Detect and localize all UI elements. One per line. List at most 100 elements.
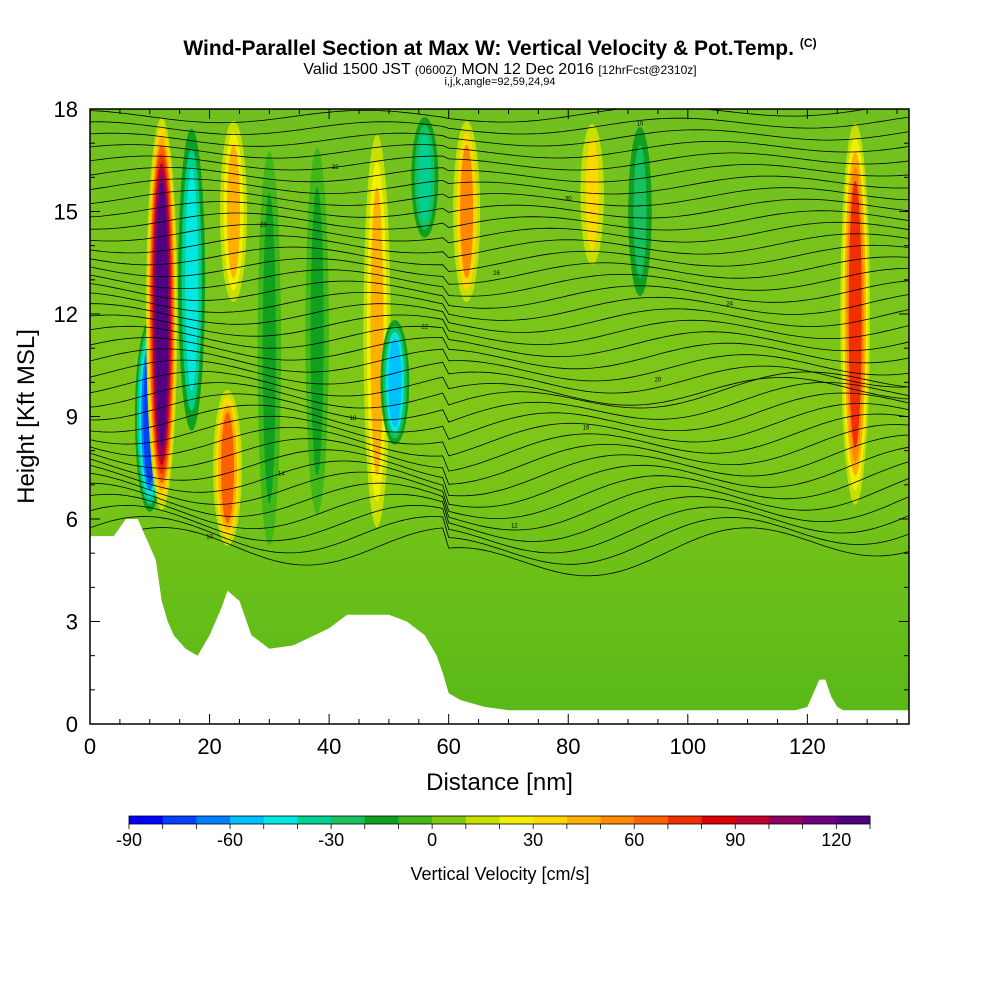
isentrope-line <box>90 233 909 259</box>
isentrope-label: 24 <box>726 301 733 307</box>
isentrope-line <box>90 141 909 159</box>
colorbar-swatch <box>162 816 197 824</box>
colorbar-swatch <box>701 816 736 824</box>
isentrope-line <box>90 152 909 171</box>
colorbar-swatch <box>230 816 265 824</box>
colorbar-swatch <box>600 816 635 824</box>
isentrope-line <box>90 210 909 231</box>
x-tick-label: 80 <box>556 734 580 759</box>
colorbar-tick-label: 0 <box>427 830 437 850</box>
isentrope-line <box>90 446 909 508</box>
isentrope-line <box>90 325 909 358</box>
isentrope-line <box>90 129 909 147</box>
colorbar-swatch <box>263 816 298 824</box>
isentrope-line <box>90 314 909 346</box>
terrain-shape <box>90 519 909 724</box>
isentrope-line <box>90 478 909 531</box>
colorbar-swatch <box>297 816 332 824</box>
colorbar-tick-label: -60 <box>217 830 243 850</box>
isentrope-label: 18 <box>350 416 357 422</box>
colorbar-swatch <box>634 816 669 824</box>
copyright-mark: (C) <box>799 36 817 50</box>
colorbar-swatch <box>802 816 837 824</box>
colorbar-swatch <box>735 816 770 824</box>
colorbar-tick-label: -90 <box>116 830 142 850</box>
colorbar-swatch <box>667 816 703 824</box>
x-tick-label: 120 <box>789 734 826 759</box>
isentrope-line <box>90 164 909 183</box>
isentrope-line <box>90 292 909 321</box>
x-tick-label: 100 <box>669 734 706 759</box>
isentrope-line <box>90 371 909 406</box>
isentrope-line <box>90 280 909 309</box>
y-tick-label: 0 <box>66 712 78 737</box>
isentrope-line <box>90 337 909 370</box>
isentrope-line <box>90 187 909 207</box>
colorbar: -90 -60 -30 0 30 60 90 120 Vertical Velocity [cm… <box>116 815 871 884</box>
colorbar-swatch <box>196 816 231 824</box>
isentrope-line <box>90 371 909 409</box>
x-tick-label: 0 <box>84 734 96 759</box>
isentrope-label: 10 <box>637 121 644 127</box>
isentrope-line <box>90 504 909 554</box>
isentrope-line <box>90 221 909 244</box>
colorbar-swatch <box>566 816 602 824</box>
valid-utc: (0600Z) <box>414 63 457 77</box>
isentrope-label: 32 <box>332 165 339 171</box>
isentrope-line <box>90 527 909 577</box>
isentrope-label: 12 <box>511 524 518 530</box>
chart-title: Wind-Parallel Section at Max W: Vertical… <box>0 36 1000 61</box>
isentrope-label: 16 <box>583 426 590 432</box>
x-axis-label: Distance [nm] <box>426 769 573 796</box>
velocity-cell <box>226 144 240 279</box>
isentrope-label: 26 <box>493 271 500 277</box>
colorbar-label: Vertical Velocity [cm/s] <box>410 864 589 884</box>
isentrope-line <box>90 244 909 272</box>
x-tick-label: 60 <box>436 734 460 759</box>
valid-date: MON 12 Dec 2016 <box>461 61 594 78</box>
colorbar-swatch <box>768 816 804 824</box>
isentrope-line <box>90 109 870 124</box>
y-tick-label: 3 <box>66 610 78 635</box>
isentrope-line <box>90 256 909 285</box>
isentrope-line <box>90 461 909 520</box>
colorbar-tick-label: -30 <box>318 830 344 850</box>
isentrope-line <box>90 493 909 542</box>
y-tick-label: 12 <box>54 302 78 327</box>
colorbar-swatch <box>129 816 164 824</box>
isentrope-line <box>90 434 909 497</box>
isentrope-label: 10 <box>206 535 213 541</box>
isentrope-line <box>90 516 909 565</box>
isentrope-line <box>90 116 909 135</box>
colorbar-tick-label: 120 <box>821 830 851 850</box>
isentrope-line <box>90 198 909 219</box>
velocity-cell <box>418 132 432 222</box>
velocity-cell <box>155 180 169 448</box>
y-tick-label: 18 <box>54 97 78 122</box>
isentrope-line <box>90 424 909 485</box>
y-tick-label: 6 <box>66 507 78 532</box>
y-tick-label: 15 <box>54 200 78 225</box>
isentrope-line <box>90 381 909 423</box>
colorbar-swatch <box>364 816 399 824</box>
isentrope-label: 14 <box>278 471 285 477</box>
colorbar-tick-label: 60 <box>624 830 644 850</box>
y-tick-label: 9 <box>66 405 78 430</box>
forecast-info: [12hrFcst@2310z] <box>598 63 697 77</box>
valid-time: Valid 1500 JST <box>303 61 411 78</box>
isentrope-line <box>90 175 909 195</box>
colorbar-swatch <box>331 816 366 824</box>
isentrope-label: 20 <box>655 377 662 383</box>
velocity-cell <box>388 337 402 427</box>
x-tick-label: 40 <box>317 734 341 759</box>
colorbar-swatch <box>499 816 534 824</box>
isentrope-label: 30 <box>565 197 572 203</box>
x-tick-label: 20 <box>197 734 221 759</box>
colorbar-swatch <box>465 816 500 824</box>
isentrope-line <box>90 303 909 333</box>
isentrope-label: 28 <box>260 222 267 228</box>
colorbar-swatch <box>533 816 568 824</box>
colorbar-swatch <box>432 816 467 824</box>
colorbar-swatch <box>836 816 871 824</box>
